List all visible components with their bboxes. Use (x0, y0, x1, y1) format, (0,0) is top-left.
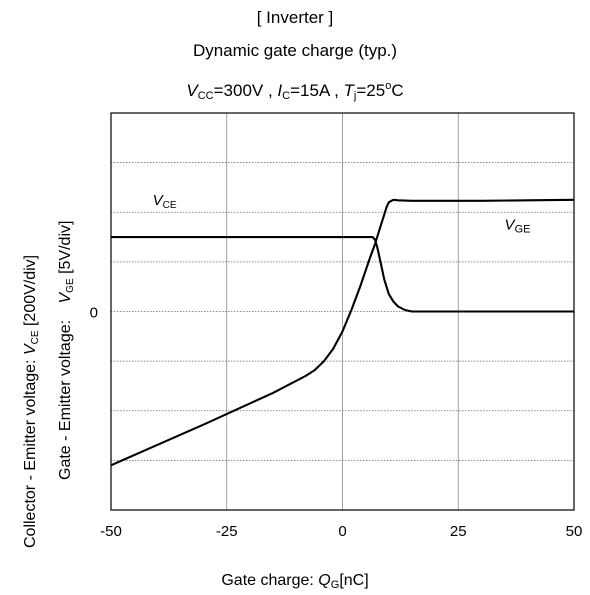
x-tick-label: -50 (100, 523, 122, 540)
temperature-unit: C (391, 81, 404, 100)
x-tick-label: 25 (450, 523, 467, 540)
chart-title-category: [ Inverter ] (256, 8, 334, 27)
y-axis-label-vce-unit: [200V/div] (22, 255, 39, 331)
tj-symbol: T (343, 81, 354, 100)
x-axis-label-unit: [nC] (339, 572, 369, 589)
series-line-vge (110, 198, 575, 467)
y-axis-label-vge-subscript: GE (65, 278, 76, 293)
vcc-value: =300V , (213, 81, 278, 100)
x-tick-label: 50 (566, 523, 583, 540)
series-label-vce-subscript: CE (163, 200, 177, 211)
x-tick-labels: -50 -25 0 25 50 (100, 523, 582, 540)
y-axis-label-vge-unit: [5V/div] (57, 221, 74, 279)
x-axis-label: Gate charge: QG[nC] (0, 572, 590, 591)
ic-subscript: C (282, 90, 291, 102)
x-axis-label-prefix: Gate charge: (221, 572, 319, 589)
y-axis-label-vce: Collector - Emitter voltage: VCE [200V/d… (22, 255, 41, 548)
chart-title: Dynamic gate charge (typ.) (192, 41, 398, 60)
series-lines (110, 198, 575, 467)
series-line-vce (111, 236, 574, 313)
tj-subscript: j (353, 90, 357, 102)
y-axis-label-vce-prefix: Collector - Emitter voltage: (22, 355, 39, 548)
x-axis-label-symbol: Q (318, 572, 331, 589)
vcc-subscript: CC (197, 90, 214, 102)
ic-value: =15A , (290, 81, 344, 100)
x-tick-label: 0 (338, 523, 346, 540)
chart-conditions: VCC=300V , IC=15A , Tj=25oC (0, 76, 590, 106)
x-tick-label: -25 (216, 523, 238, 540)
series-label-vge-symbol: V (505, 217, 517, 234)
y-zero-label: 0 (90, 305, 98, 322)
y-axis-label-vge-prefix: Gate - Emitter voltage: (57, 315, 74, 480)
series-label-vge: VGE (505, 217, 531, 236)
tj-value: =25 (356, 81, 386, 100)
degree-symbol: o (385, 80, 392, 92)
series-label-vge-subscript: GE (515, 224, 531, 236)
ic-symbol: I (277, 81, 283, 100)
y-axis-label-vge-symbol: V (57, 291, 74, 303)
vcc-symbol: V (186, 81, 198, 100)
y-axis-label-vge: Gate - Emitter voltage: VGE [5V/div] (57, 221, 76, 480)
series-label-vce-symbol: V (153, 192, 165, 209)
series-label-vce: VCE (153, 192, 177, 211)
x-axis-label-subscript: G (330, 579, 340, 591)
y-axis-label-vce-symbol: V (22, 343, 39, 355)
y-axis-label-vce-subscript: CE (30, 330, 41, 344)
